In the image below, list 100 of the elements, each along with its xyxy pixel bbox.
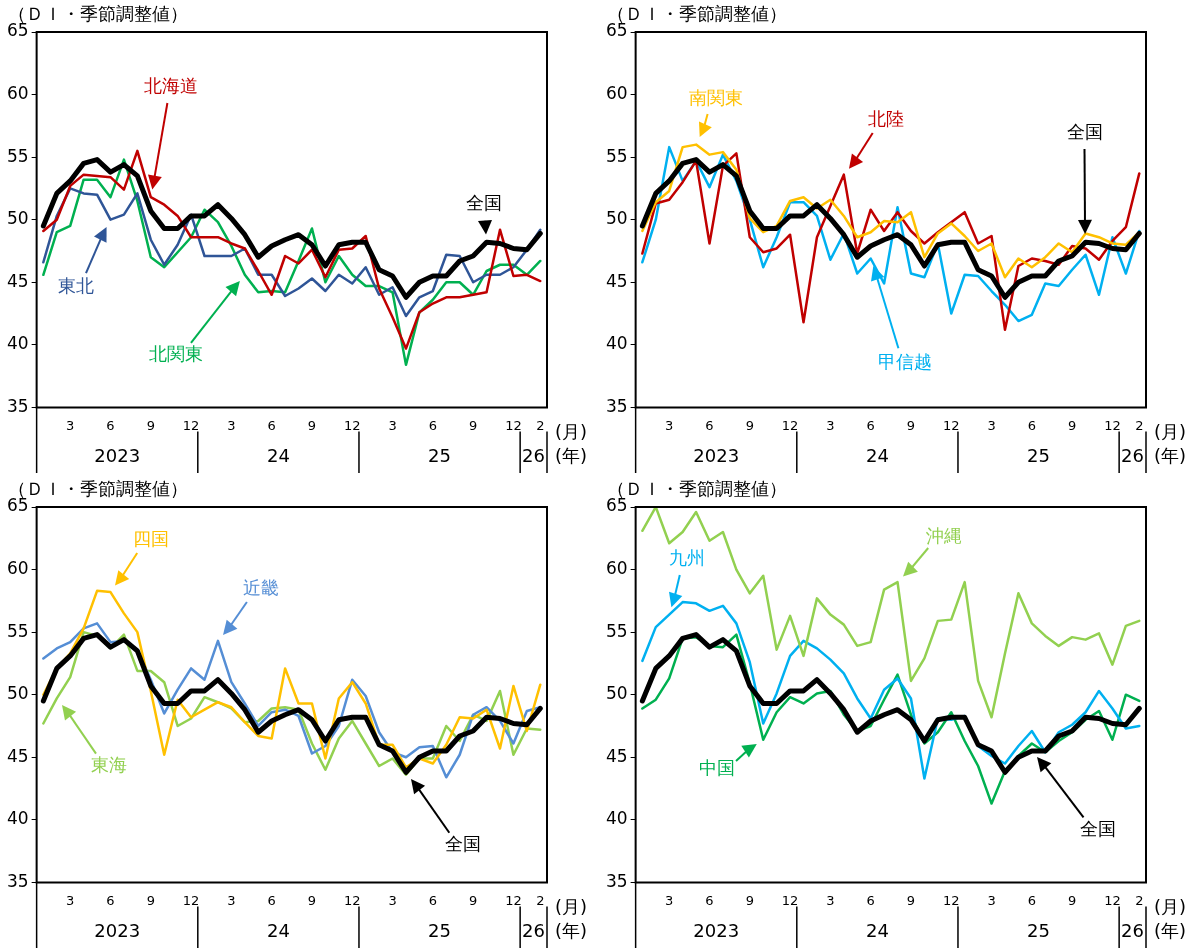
x-tick-label: 6 bbox=[866, 892, 875, 908]
y-axis-title: （ＤＩ・季節調整値） bbox=[8, 477, 188, 499]
text: 26 bbox=[522, 919, 546, 941]
text: 九州 bbox=[668, 547, 705, 569]
x-tick-label: 3 bbox=[388, 417, 397, 433]
x-tick-label: 6 bbox=[267, 892, 276, 908]
x-axis-title: (月) bbox=[1154, 896, 1187, 918]
x-tick-label: 6 bbox=[428, 417, 437, 433]
y-tick-label: 35 bbox=[605, 395, 628, 416]
text: 26 bbox=[1121, 919, 1145, 941]
text: 北関東 bbox=[149, 342, 204, 364]
y-tick-label: 60 bbox=[605, 82, 628, 103]
x-tick-label: 9 bbox=[307, 892, 317, 908]
x-tick-label: 12 bbox=[1104, 892, 1121, 908]
x-tick-label: 3 bbox=[227, 892, 236, 908]
y-tick-label: 55 bbox=[605, 620, 628, 641]
y-tick-label: 50 bbox=[6, 208, 29, 229]
x-tick-label: 3 bbox=[826, 417, 835, 433]
x-tick-label: 3 bbox=[665, 417, 674, 433]
legend-label: 中国 bbox=[699, 757, 736, 779]
y-tick-label: 45 bbox=[605, 270, 628, 291]
text: (年) bbox=[555, 919, 588, 941]
y-axis-title: （ＤＩ・季節調整値） bbox=[607, 2, 787, 24]
text: (年) bbox=[555, 444, 588, 466]
x-tick-label: 6 bbox=[1027, 417, 1036, 433]
x-tick-label: 12 bbox=[781, 892, 799, 908]
x-tick-label: 2 bbox=[1135, 417, 1144, 433]
x-tick-label: 9 bbox=[468, 892, 478, 908]
text: 北海道 bbox=[144, 74, 199, 96]
x-tick-label: 12 bbox=[182, 417, 200, 433]
text: 2023 bbox=[693, 919, 740, 941]
y-axis-title: （ＤＩ・季節調整値） bbox=[8, 2, 188, 24]
x-tick-label: 9 bbox=[307, 417, 317, 433]
text: 甲信越 bbox=[878, 351, 933, 373]
y-tick-label: 40 bbox=[605, 333, 628, 354]
x-axis-title: (月) bbox=[1154, 421, 1187, 443]
x-tick-label: 9 bbox=[146, 892, 155, 908]
text: 26 bbox=[1121, 444, 1145, 466]
x-tick-label: 9 bbox=[146, 417, 155, 433]
text: 25 bbox=[1027, 444, 1051, 466]
text: 北陸 bbox=[867, 107, 904, 129]
text: 全国 bbox=[1079, 817, 1116, 839]
x-tick-label: 12 bbox=[343, 892, 361, 908]
text: 全国 bbox=[444, 832, 481, 854]
x-tick-label: 2 bbox=[536, 892, 545, 908]
text: 26 bbox=[522, 444, 546, 466]
x-tick-label: 12 bbox=[942, 417, 960, 433]
text: 2023 bbox=[94, 919, 141, 941]
y-tick-label: 40 bbox=[6, 333, 29, 354]
x-tick-label: 6 bbox=[267, 417, 276, 433]
y-tick-label: 50 bbox=[6, 683, 29, 704]
x-tick-label: 12 bbox=[343, 417, 361, 433]
legend-label: 東北 bbox=[58, 274, 95, 296]
y-tick-label: 35 bbox=[605, 870, 628, 891]
x-tick-label: 6 bbox=[705, 417, 714, 433]
x-tick-label: 9 bbox=[468, 417, 478, 433]
x-tick-label: 6 bbox=[1027, 892, 1036, 908]
text: 近畿 bbox=[243, 577, 280, 599]
text: 2023 bbox=[94, 444, 141, 466]
text: 全国 bbox=[1066, 121, 1103, 143]
text: 24 bbox=[266, 919, 290, 941]
text: 沖縄 bbox=[926, 524, 963, 546]
text: 24 bbox=[865, 919, 889, 941]
x-tick-label: 3 bbox=[665, 892, 674, 908]
x-axis-title: (月) bbox=[555, 896, 588, 918]
x-tick-label: 2 bbox=[1135, 892, 1144, 908]
x-tick-label: 12 bbox=[781, 417, 799, 433]
x-tick-label: 3 bbox=[66, 417, 75, 433]
x-axis-title: (月) bbox=[555, 421, 588, 443]
x-tick-label: 3 bbox=[227, 417, 236, 433]
legend-label: 東海 bbox=[91, 753, 128, 775]
text: 24 bbox=[266, 444, 290, 466]
x-tick-label: 9 bbox=[745, 417, 754, 433]
y-tick-label: 45 bbox=[6, 745, 29, 766]
x-tick-label: 12 bbox=[505, 892, 522, 908]
text: 24 bbox=[865, 444, 889, 466]
series-label: 全国 bbox=[465, 192, 502, 214]
text: 25 bbox=[1027, 919, 1051, 941]
x-tick-label: 12 bbox=[505, 417, 522, 433]
x-tick-label: 3 bbox=[826, 892, 835, 908]
y-tick-label: 60 bbox=[6, 82, 29, 103]
text: 2023 bbox=[693, 444, 740, 466]
text: 25 bbox=[428, 444, 452, 466]
y-tick-label: 55 bbox=[6, 620, 29, 641]
y-tick-label: 55 bbox=[605, 145, 628, 166]
x-tick-label: 9 bbox=[906, 892, 916, 908]
y-tick-label: 50 bbox=[605, 683, 628, 704]
x-tick-label: 6 bbox=[866, 417, 875, 433]
text: (年) bbox=[1154, 919, 1187, 941]
x-tick-label: 12 bbox=[942, 892, 960, 908]
text: 四国 bbox=[133, 528, 170, 550]
x-tick-label: 6 bbox=[428, 892, 437, 908]
text: (年) bbox=[1154, 444, 1187, 466]
y-tick-label: 55 bbox=[6, 145, 29, 166]
x-tick-label: 12 bbox=[1104, 417, 1121, 433]
x-tick-label: 6 bbox=[106, 417, 115, 433]
y-tick-label: 45 bbox=[6, 270, 29, 291]
x-tick-label: 9 bbox=[745, 892, 754, 908]
y-tick-label: 35 bbox=[6, 395, 29, 416]
x-tick-label: 6 bbox=[106, 892, 115, 908]
